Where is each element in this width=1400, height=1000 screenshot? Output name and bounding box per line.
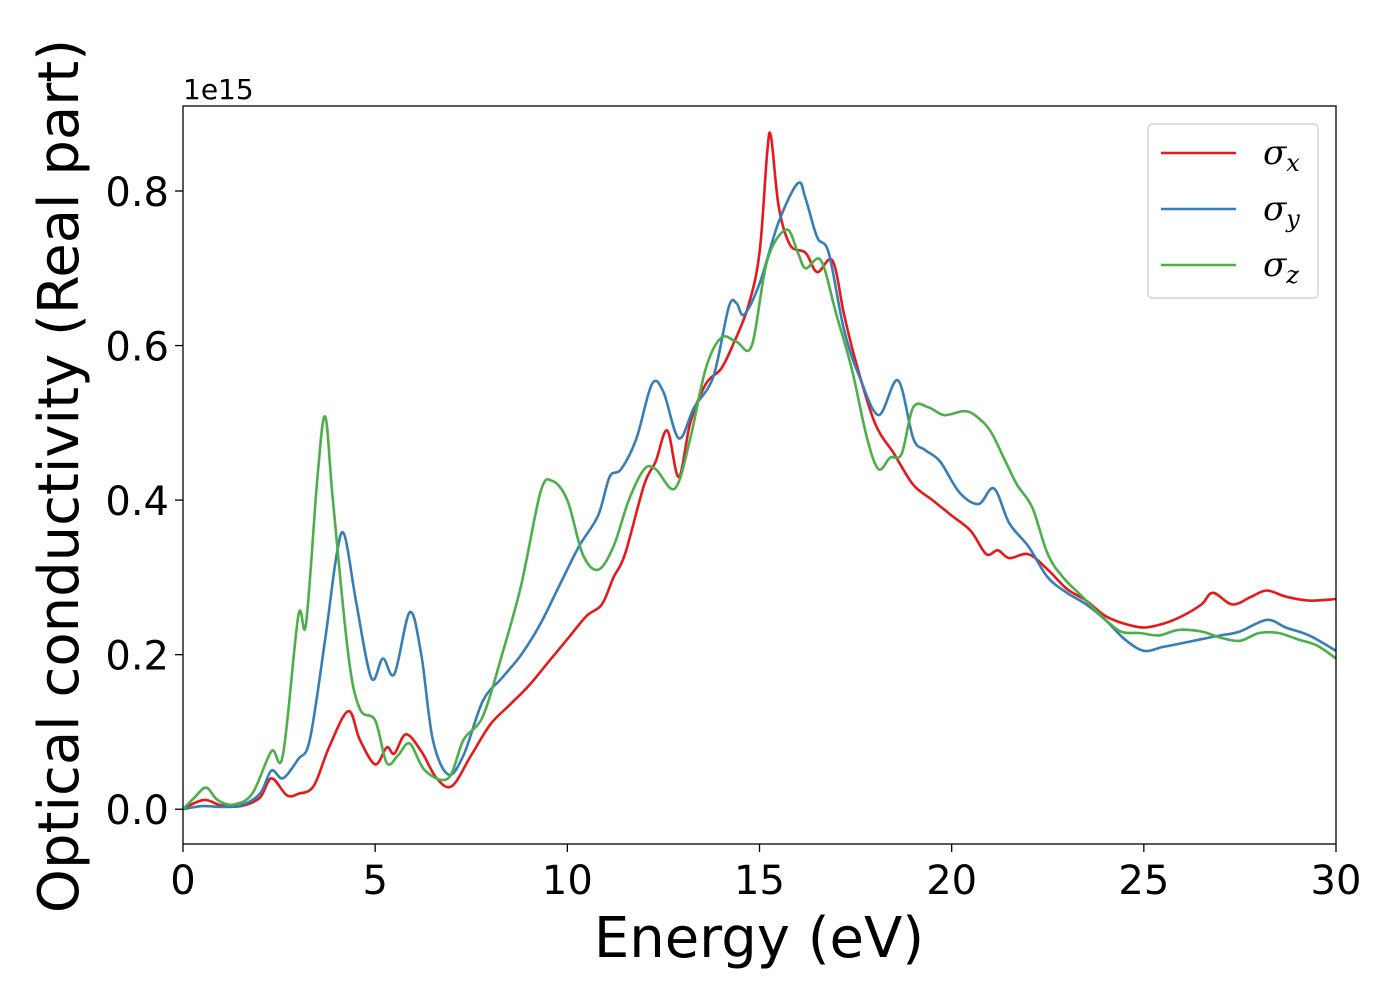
x-tick-label: 0: [170, 858, 195, 904]
x-tick-label: 20: [926, 858, 977, 904]
y-tick-label: 0.4: [105, 479, 169, 525]
series-line-y: [183, 181, 1336, 811]
y-axis-label: Optical conductivity (Real part): [27, 39, 92, 913]
ticks-layer: 0 5 10 15 20 25 30 0.0 0.2 0.4 0.6 0.8: [105, 170, 1361, 904]
x-axis-label: Energy (eV): [594, 906, 924, 971]
x-tick-label: 10: [542, 858, 593, 904]
legend-box: [1147, 123, 1319, 299]
y-tick-label: 0.8: [105, 170, 169, 216]
y-tick-label: 0.2: [105, 634, 169, 680]
x-tick-label: 15: [734, 858, 785, 904]
x-tick-label: 25: [1118, 858, 1169, 904]
series-line-z: [183, 228, 1336, 811]
legend-label-x: σx: [1263, 133, 1300, 177]
y-offset-label: 1e15: [183, 73, 254, 106]
x-tick-label: 5: [362, 858, 387, 904]
x-tick-label: 30: [1311, 858, 1362, 904]
y-tick-label: 0.6: [105, 325, 169, 371]
series-layer: [183, 131, 1336, 811]
y-tick-label: 0.0: [105, 788, 169, 834]
